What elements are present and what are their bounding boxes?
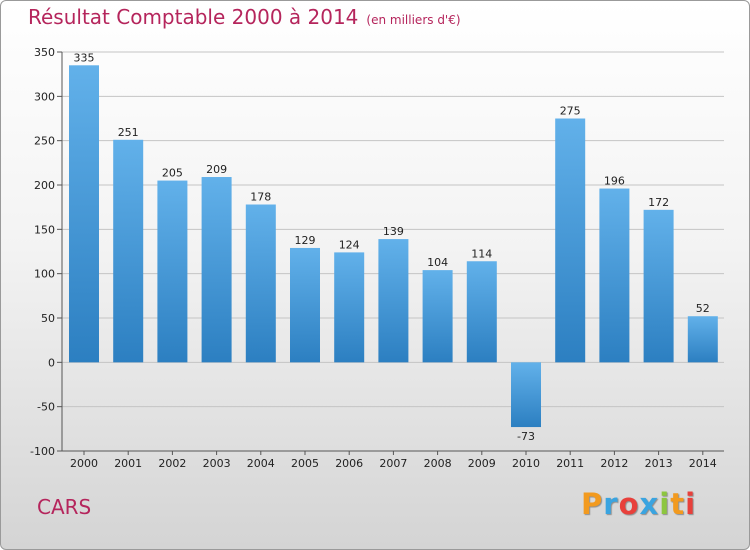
brand-logo: Proxiti	[581, 487, 696, 521]
brand-letter: x	[639, 487, 660, 521]
bar-2002	[157, 180, 188, 363]
x-tick-label-2001: 2001	[114, 457, 142, 470]
chart-title-text: Résultat Comptable 2000 à 2014	[28, 5, 359, 29]
brand-letter: i	[659, 487, 671, 521]
y-tick-label: 350	[34, 46, 55, 59]
x-tick-label-2012: 2012	[600, 457, 628, 470]
bar-2013	[643, 209, 674, 363]
x-tick-label-2004: 2004	[247, 457, 275, 470]
x-tick-label-2006: 2006	[335, 457, 363, 470]
bar-2009	[466, 261, 497, 363]
y-tick-label: 250	[34, 135, 55, 148]
brand-letter: i	[685, 487, 697, 521]
y-tick-label: 50	[41, 312, 55, 325]
brand-letter: t	[670, 487, 686, 521]
bar-2005	[290, 247, 320, 363]
data-label-2010: -73	[517, 430, 535, 443]
bar-2000	[69, 65, 99, 363]
brand-letter: r	[603, 487, 619, 521]
data-label-2002: 205	[162, 167, 183, 180]
y-tick-label: -100	[30, 445, 55, 458]
x-tick-label-2007: 2007	[379, 457, 407, 470]
data-label-2009: 114	[471, 247, 492, 260]
data-label-2006: 124	[339, 238, 360, 251]
data-label-2000: 335	[74, 51, 95, 64]
x-tick-label-2003: 2003	[203, 457, 231, 470]
data-label-2008: 104	[427, 256, 448, 269]
data-label-2004: 178	[250, 191, 271, 204]
bar-2001	[113, 139, 144, 363]
y-tick-label: 100	[34, 268, 55, 281]
x-tick-label-2010: 2010	[512, 457, 540, 470]
chart-title: Résultat Comptable 2000 à 2014 (en millie…	[28, 5, 461, 29]
data-label-2005: 129	[295, 234, 316, 247]
chart-subtitle: (en milliers d'€)	[366, 13, 461, 27]
y-tick-label: 150	[34, 223, 55, 236]
x-tick-label-2009: 2009	[468, 457, 496, 470]
x-tick-label-2011: 2011	[556, 457, 584, 470]
x-tick-label-2002: 2002	[158, 457, 186, 470]
bar-2008	[422, 270, 453, 363]
y-tick-label: -50	[37, 401, 55, 414]
data-label-2014: 52	[696, 302, 710, 315]
brand-letter: P	[581, 487, 604, 521]
x-tick-label-2008: 2008	[424, 457, 452, 470]
bar-2003	[201, 177, 232, 363]
commune-name: CARS	[37, 495, 92, 519]
data-label-2011: 275	[560, 105, 581, 118]
y-tick-label: 0	[48, 356, 55, 369]
data-label-2001: 251	[118, 126, 139, 139]
bar-2006	[334, 252, 365, 363]
bar-2014	[687, 316, 718, 363]
data-label-2003: 209	[206, 163, 227, 176]
x-tick-label-2000: 2000	[70, 457, 98, 470]
data-label-2007: 139	[383, 225, 404, 238]
y-tick-label: 200	[34, 179, 55, 192]
bar-2012	[599, 188, 630, 363]
data-label-2013: 172	[648, 196, 669, 209]
brand-letter: o	[618, 487, 640, 521]
x-tick-label-2014: 2014	[689, 457, 717, 470]
data-label-2012: 196	[604, 175, 625, 188]
x-tick-label-2005: 2005	[291, 457, 319, 470]
bar-2010	[511, 362, 541, 428]
bar-2004	[245, 204, 276, 363]
bar-2007	[378, 239, 409, 363]
y-tick-label: 300	[34, 90, 55, 103]
x-tick-label-2013: 2013	[645, 457, 673, 470]
bar-2011	[555, 118, 586, 363]
